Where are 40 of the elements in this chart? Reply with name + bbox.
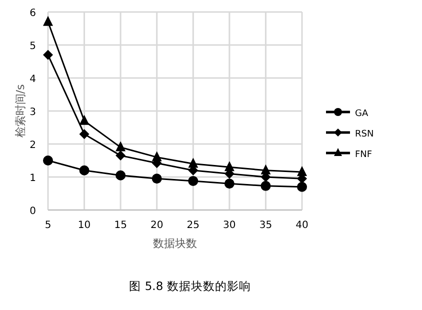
point bbox=[152, 174, 162, 184]
y-tick-label: 0 bbox=[30, 206, 36, 217]
point bbox=[116, 150, 126, 161]
x-tick-label: 10 bbox=[78, 220, 91, 231]
point bbox=[116, 141, 126, 152]
y-tick-label: 6 bbox=[30, 8, 36, 19]
x-tick-label: 40 bbox=[296, 220, 308, 231]
point bbox=[43, 156, 53, 166]
y-tick-label: 2 bbox=[30, 140, 36, 151]
x-tick-label: 35 bbox=[259, 220, 272, 231]
x-tick-label: 5 bbox=[44, 220, 52, 231]
point bbox=[297, 166, 307, 176]
point bbox=[43, 16, 53, 26]
point bbox=[116, 170, 126, 180]
point bbox=[260, 164, 271, 174]
x-tick-label: 20 bbox=[150, 220, 164, 231]
point bbox=[188, 176, 198, 186]
point bbox=[79, 129, 90, 140]
point bbox=[260, 180, 271, 191]
y-tick-label: 3 bbox=[30, 107, 36, 118]
point bbox=[297, 182, 307, 192]
point bbox=[188, 158, 198, 168]
x-tick-label: 30 bbox=[223, 220, 236, 231]
y-tick-label: 1 bbox=[30, 173, 36, 184]
x-tick-label: 15 bbox=[114, 220, 127, 231]
point bbox=[79, 114, 90, 125]
point bbox=[224, 161, 234, 172]
point bbox=[79, 165, 90, 176]
legend-label: RSN bbox=[355, 130, 374, 140]
point bbox=[224, 178, 234, 189]
point bbox=[152, 151, 162, 162]
x-tick-label: 25 bbox=[186, 220, 200, 231]
point bbox=[43, 50, 53, 60]
y-tick-label: 5 bbox=[30, 41, 36, 52]
caption: 图 5.8 数据块数的影响 bbox=[129, 279, 251, 293]
legend-label: FNF bbox=[355, 150, 372, 160]
y-axis-title: 检索时间/s bbox=[14, 84, 27, 138]
y-tick-label: 4 bbox=[30, 74, 36, 85]
x-axis-title: 数据块数 bbox=[153, 237, 197, 250]
legend-label: GA bbox=[355, 109, 369, 119]
